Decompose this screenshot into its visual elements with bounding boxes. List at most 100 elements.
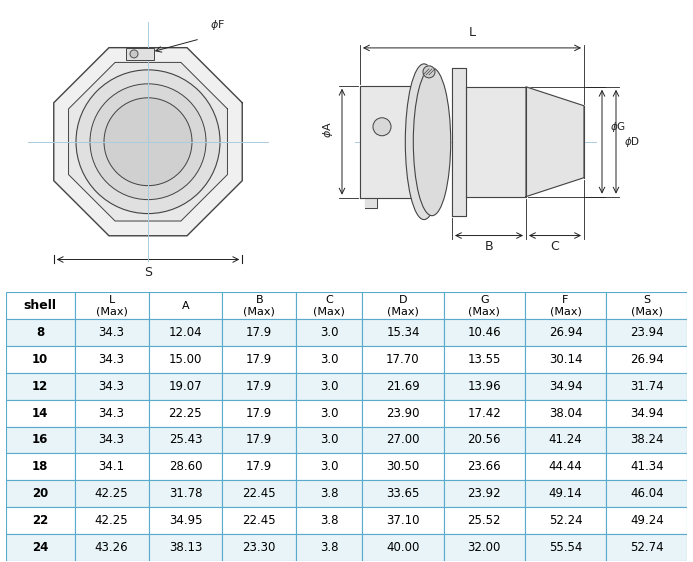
Text: 33.65: 33.65 [386, 487, 420, 500]
Bar [148, 400, 222, 427]
Text: $\phi$F: $\phi$F [210, 18, 225, 32]
Bar [75, 400, 148, 427]
Text: 30.14: 30.14 [549, 353, 582, 366]
Text: $\phi$D: $\phi$D [624, 135, 640, 149]
Text: 20.56: 20.56 [468, 433, 501, 446]
Bar [148, 346, 222, 373]
Text: 3.8: 3.8 [320, 487, 338, 500]
Text: 22: 22 [32, 514, 49, 527]
Text: 49.24: 49.24 [630, 514, 664, 527]
Text: 17.70: 17.70 [386, 353, 420, 366]
Text: 34.95: 34.95 [168, 514, 202, 527]
Text: 23.66: 23.66 [467, 460, 501, 473]
Text: 22.45: 22.45 [243, 487, 276, 500]
Bar [606, 319, 687, 346]
Bar [606, 534, 687, 561]
Text: 22.25: 22.25 [168, 407, 202, 420]
Bar [296, 400, 362, 427]
Bar [296, 319, 362, 346]
Bar [75, 481, 148, 507]
Bar [525, 292, 606, 319]
Bar [606, 346, 687, 373]
Bar [444, 346, 525, 373]
Bar [362, 481, 444, 507]
Bar [606, 400, 687, 427]
Bar [362, 454, 444, 481]
Text: 32.00: 32.00 [468, 541, 501, 554]
Bar [75, 346, 148, 373]
Text: 38.04: 38.04 [549, 407, 582, 420]
Text: S: S [144, 266, 152, 279]
Text: 44.44: 44.44 [549, 460, 582, 473]
Text: 34.3: 34.3 [98, 353, 125, 366]
Text: A: A [182, 301, 189, 311]
Bar [525, 481, 606, 507]
Polygon shape [365, 198, 377, 207]
Text: 17.42: 17.42 [467, 407, 501, 420]
Bar [296, 534, 362, 561]
Bar [148, 454, 222, 481]
Bar [525, 507, 606, 534]
Text: 16: 16 [32, 433, 49, 446]
Text: 55.54: 55.54 [549, 541, 582, 554]
Bar [75, 427, 148, 454]
Text: 19.07: 19.07 [168, 380, 202, 393]
Text: 31.74: 31.74 [630, 380, 664, 393]
Ellipse shape [405, 64, 443, 220]
Bar [148, 534, 222, 561]
Bar [6, 481, 75, 507]
Bar [6, 346, 75, 373]
Text: L
(Max): L (Max) [96, 295, 128, 316]
Bar [6, 427, 75, 454]
Bar [444, 534, 525, 561]
Text: 12.04: 12.04 [168, 326, 202, 339]
Bar [296, 373, 362, 400]
Text: 15.34: 15.34 [386, 326, 420, 339]
Bar [525, 454, 606, 481]
Text: S
(Max): S (Max) [631, 295, 663, 316]
Text: 3.0: 3.0 [320, 353, 338, 366]
Text: 34.3: 34.3 [98, 407, 125, 420]
Text: F
(Max): F (Max) [550, 295, 581, 316]
Bar [75, 507, 148, 534]
Text: 41.24: 41.24 [549, 433, 582, 446]
Bar [6, 373, 75, 400]
Bar [222, 534, 296, 561]
Polygon shape [360, 86, 422, 198]
Text: 23.90: 23.90 [386, 407, 420, 420]
Text: L: L [468, 26, 475, 39]
Circle shape [130, 50, 138, 58]
Bar [362, 534, 444, 561]
Text: 26.94: 26.94 [630, 353, 664, 366]
Bar [525, 373, 606, 400]
Text: 18: 18 [32, 460, 49, 473]
Bar [444, 319, 525, 346]
Polygon shape [526, 87, 584, 197]
Bar [606, 292, 687, 319]
Bar [444, 292, 525, 319]
Text: 23.30: 23.30 [243, 541, 276, 554]
Bar [6, 454, 75, 481]
Text: 15.00: 15.00 [168, 353, 202, 366]
Bar [362, 373, 444, 400]
Bar [362, 346, 444, 373]
Text: 34.3: 34.3 [98, 326, 125, 339]
Text: 13.96: 13.96 [467, 380, 501, 393]
Circle shape [90, 84, 206, 200]
Bar [362, 507, 444, 534]
Text: 3.0: 3.0 [320, 433, 338, 446]
Text: 30.50: 30.50 [386, 460, 419, 473]
Bar [6, 319, 75, 346]
Bar [296, 507, 362, 534]
Bar [75, 373, 148, 400]
Bar [362, 427, 444, 454]
Bar [606, 427, 687, 454]
Bar [444, 400, 525, 427]
Text: 25.52: 25.52 [468, 514, 501, 527]
Text: 34.94: 34.94 [630, 407, 664, 420]
Bar [444, 481, 525, 507]
Bar [606, 454, 687, 481]
Text: 21.69: 21.69 [386, 380, 420, 393]
Text: 14: 14 [32, 407, 49, 420]
Text: D
(Max): D (Max) [387, 295, 419, 316]
